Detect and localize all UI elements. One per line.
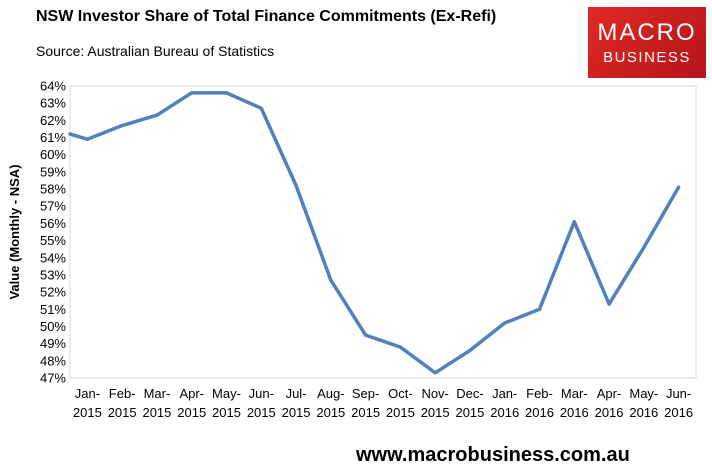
footer-url: www.macrobusiness.com.au [356, 444, 630, 466]
y-tick-label: 57% [40, 199, 66, 214]
x-tick-label: Feb-2015 [108, 386, 137, 420]
y-tick-label: 56% [40, 216, 66, 231]
x-tick-label: Jan-2016 [490, 386, 519, 420]
y-tick-label: 48% [40, 353, 66, 368]
x-tick-label: Apr-2016 [595, 386, 624, 420]
y-tick-label: 52% [40, 285, 66, 300]
data-point [225, 91, 228, 95]
data-point [433, 371, 437, 375]
data-point [607, 302, 611, 306]
x-tick-label: Apr-2015 [177, 386, 206, 420]
y-tick-label: 49% [40, 336, 66, 351]
data-point [572, 220, 576, 224]
series-line-group [68, 91, 681, 375]
y-axis-title: Value (Monthly - NSA) [7, 164, 22, 299]
logo-text-business: BUSINESS [603, 49, 691, 66]
y-tick-label: 64% [40, 79, 66, 94]
macrobusiness-logo: MACRO BUSINESS [588, 7, 706, 78]
y-tick-label: 50% [40, 319, 66, 334]
y-tick-label: 58% [40, 182, 66, 197]
plot-area [69, 85, 697, 379]
y-tick-label: 63% [40, 96, 66, 111]
y-tick-label: 55% [40, 233, 66, 248]
data-point [294, 184, 298, 188]
data-point [468, 349, 472, 353]
data-point [190, 91, 194, 95]
x-tick-label: May-2016 [629, 386, 658, 420]
x-tick-label: Jun-2016 [664, 386, 693, 420]
x-axis: Jan-2015Feb-2015Mar-2015Apr-2015May-2015… [73, 386, 693, 420]
y-tick-label: 61% [40, 130, 66, 145]
x-tick-label: Jun-2015 [247, 386, 276, 420]
data-point [155, 113, 159, 117]
data-point [538, 307, 541, 311]
y-tick-label: 53% [40, 267, 66, 282]
y-tick-label: 54% [40, 250, 66, 265]
data-point [364, 333, 368, 337]
x-tick-label: Mar-2016 [560, 386, 589, 420]
y-tick-label: 60% [40, 147, 66, 162]
x-tick-label: Jan-2015 [73, 386, 102, 420]
data-point [677, 185, 681, 189]
chart-title: NSW Investor Share of Total Finance Comm… [36, 8, 497, 25]
data-point [642, 245, 646, 249]
y-tick-label: 62% [40, 113, 66, 128]
y-axis: 47% 48% 49% 50% 51% 52% 53% 54% 55% 56% 57% 58% 59% 6… [40, 79, 66, 386]
x-tick-label: Mar-2015 [142, 386, 171, 420]
logo-text-macro: MACRO [597, 19, 697, 46]
x-tick-label: Nov-2015 [421, 386, 450, 420]
chart-subtitle: Source: Australian Bureau of Statistics [36, 43, 275, 59]
data-point [85, 137, 89, 141]
data-point [120, 124, 124, 128]
data-point [259, 106, 263, 110]
data-point [398, 345, 402, 349]
data-point [503, 321, 507, 325]
x-tick-label: Oct-2015 [386, 386, 415, 420]
x-tick-label: Dec-2015 [455, 386, 484, 420]
x-tick-label: May-2015 [212, 386, 241, 420]
y-tick-label: 47% [40, 371, 66, 386]
y-tick-label: 51% [40, 302, 66, 317]
x-tick-label: Jul-2015 [282, 386, 311, 420]
x-tick-label: Aug-2015 [316, 386, 345, 420]
y-tick-label: 59% [40, 164, 66, 179]
data-point [329, 278, 333, 282]
x-tick-label: Sep-2015 [351, 386, 380, 420]
x-tick-label: Feb-2016 [525, 386, 554, 420]
